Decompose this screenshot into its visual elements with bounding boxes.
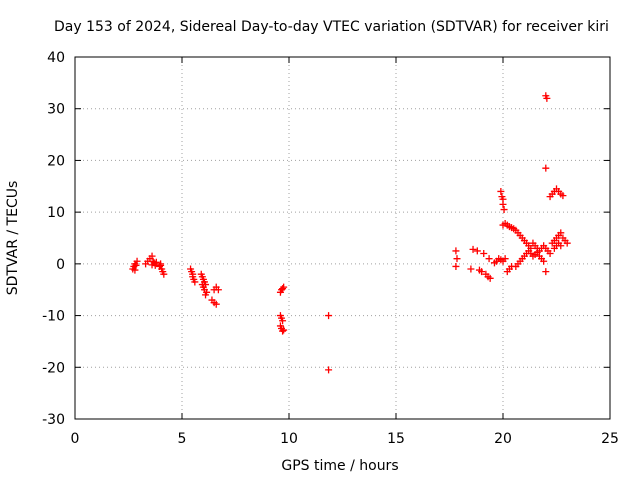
data-point xyxy=(160,270,168,278)
x-axis-ticks: 0 5 10 15 20 25 xyxy=(71,57,619,447)
data-point xyxy=(148,252,156,260)
data-point xyxy=(279,327,287,335)
data-point xyxy=(212,300,220,308)
data-point xyxy=(148,261,156,269)
data-point xyxy=(203,288,211,296)
data-point xyxy=(485,255,493,263)
data-point xyxy=(279,317,287,325)
data-point xyxy=(480,250,488,258)
x-tick-label: 15 xyxy=(387,431,405,447)
data-point xyxy=(486,274,494,282)
data-point xyxy=(198,281,206,289)
data-point xyxy=(546,250,554,258)
chart-title: Day 153 of 2024, Sidereal Day-to-day VTE… xyxy=(54,19,609,35)
x-tick-label: 10 xyxy=(280,431,298,447)
data-point xyxy=(473,247,481,255)
data-point xyxy=(280,283,288,291)
data-point xyxy=(501,255,509,263)
data-point xyxy=(557,242,565,250)
y-tick-label: 10 xyxy=(47,205,65,221)
data-points xyxy=(129,92,571,374)
y-axis-label: SDTVAR / TECUs xyxy=(5,181,21,296)
data-point xyxy=(453,255,461,263)
data-point xyxy=(191,278,199,286)
data-point xyxy=(469,245,477,253)
y-tick-label: -30 xyxy=(42,412,65,428)
data-point xyxy=(563,239,571,247)
y-tick-label: 20 xyxy=(47,153,65,169)
data-point xyxy=(478,268,486,276)
data-point xyxy=(452,262,460,270)
y-tick-label: 0 xyxy=(56,257,65,273)
y-tick-label: 40 xyxy=(47,50,65,66)
data-point xyxy=(467,265,475,273)
data-point xyxy=(149,257,157,265)
y-tick-label: -20 xyxy=(42,360,65,376)
data-point xyxy=(325,312,333,320)
x-tick-label: 25 xyxy=(601,431,619,447)
data-point xyxy=(500,206,508,214)
data-point xyxy=(533,244,541,252)
data-point xyxy=(132,261,140,269)
data-point xyxy=(540,257,548,265)
data-point xyxy=(133,257,141,265)
x-tick-label: 5 xyxy=(178,431,187,447)
data-point xyxy=(157,261,165,269)
x-tick-label: 20 xyxy=(494,431,512,447)
data-point xyxy=(214,286,222,294)
data-point xyxy=(543,94,551,102)
data-point xyxy=(557,229,565,237)
data-point xyxy=(452,247,460,255)
plot-frame xyxy=(74,56,611,420)
data-point xyxy=(542,268,550,276)
data-point xyxy=(325,366,333,374)
data-point xyxy=(542,164,550,172)
data-point xyxy=(499,200,507,208)
y-tick-label: 30 xyxy=(47,102,65,118)
data-point xyxy=(279,285,287,293)
grid-lines xyxy=(75,57,610,419)
data-point xyxy=(559,192,567,200)
y-tick-label: -10 xyxy=(42,309,65,325)
data-point xyxy=(152,258,160,266)
data-point xyxy=(131,266,139,274)
data-point xyxy=(280,326,288,334)
x-tick-label: 0 xyxy=(71,431,80,447)
x-axis-label: GPS time / hours xyxy=(281,458,398,474)
data-point xyxy=(497,187,505,195)
